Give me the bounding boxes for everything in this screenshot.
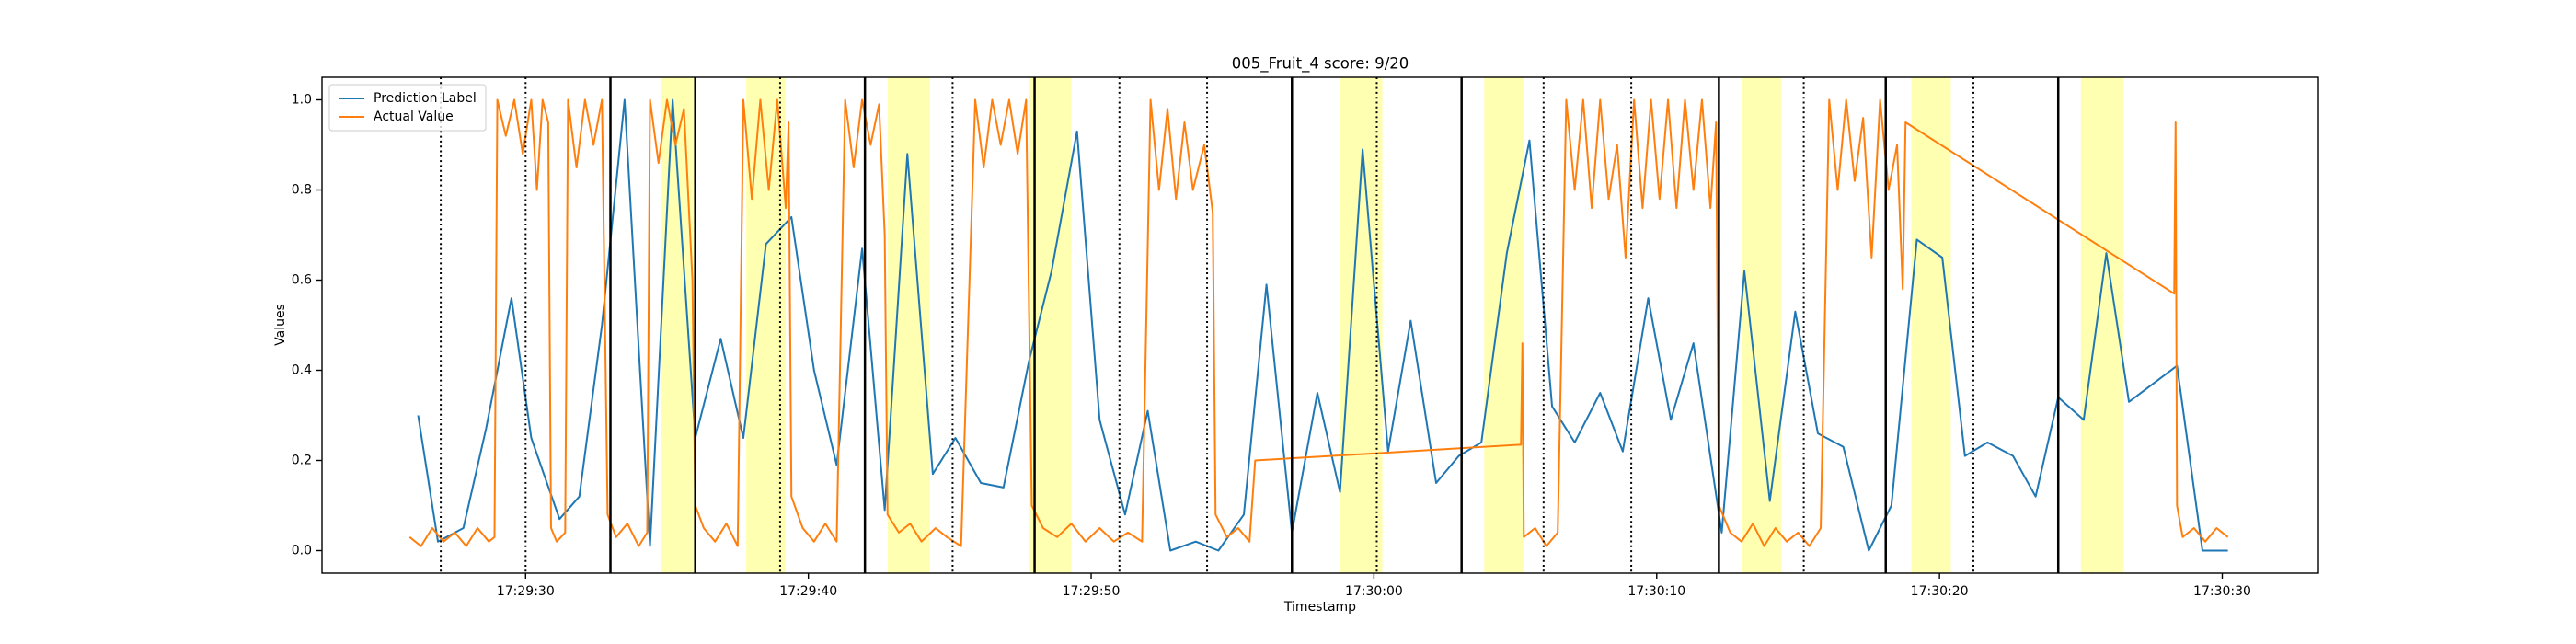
highlight-span [2080,77,2123,573]
series-line [408,98,2229,547]
x-tick-label: 17:30:30 [2193,584,2251,599]
y-tick-label: 0.4 [292,363,312,378]
highlight-span [1741,77,1782,573]
x-tick-label: 17:30:10 [1627,584,1685,599]
legend-label: Actual Value [374,109,454,124]
highlight-span [1911,77,1951,573]
axes-frame [321,76,2319,574]
highlight-span [1484,77,1524,573]
legend-box [328,84,487,132]
y-tick-label: 0.0 [292,544,312,558]
highlight-span [887,77,930,573]
x-tick-label: 17:30:00 [1345,584,1403,599]
y-tick-label: 0.8 [292,183,312,198]
plot-area [408,77,2229,573]
x-tick-label: 17:29:40 [779,584,837,599]
x-tick-label: 17:30:20 [1911,584,1969,599]
y-tick-label: 0.2 [292,454,312,468]
legend-label: Prediction Label [374,91,477,106]
y-tick-label: 1.0 [292,93,312,108]
y-tick-label: 0.6 [292,273,312,288]
x-tick-label: 17:29:30 [497,584,555,599]
highlight-span [1029,77,1072,573]
y-axis-label: Values [273,304,288,346]
x-tick-label: 17:29:50 [1063,584,1121,599]
highlight-span [661,77,696,573]
series-line [417,98,2228,552]
x-axis-label: Timestamp [1283,600,1356,615]
chart-title: 005_Fruit_4 score: 9/20 [1232,55,1409,74]
